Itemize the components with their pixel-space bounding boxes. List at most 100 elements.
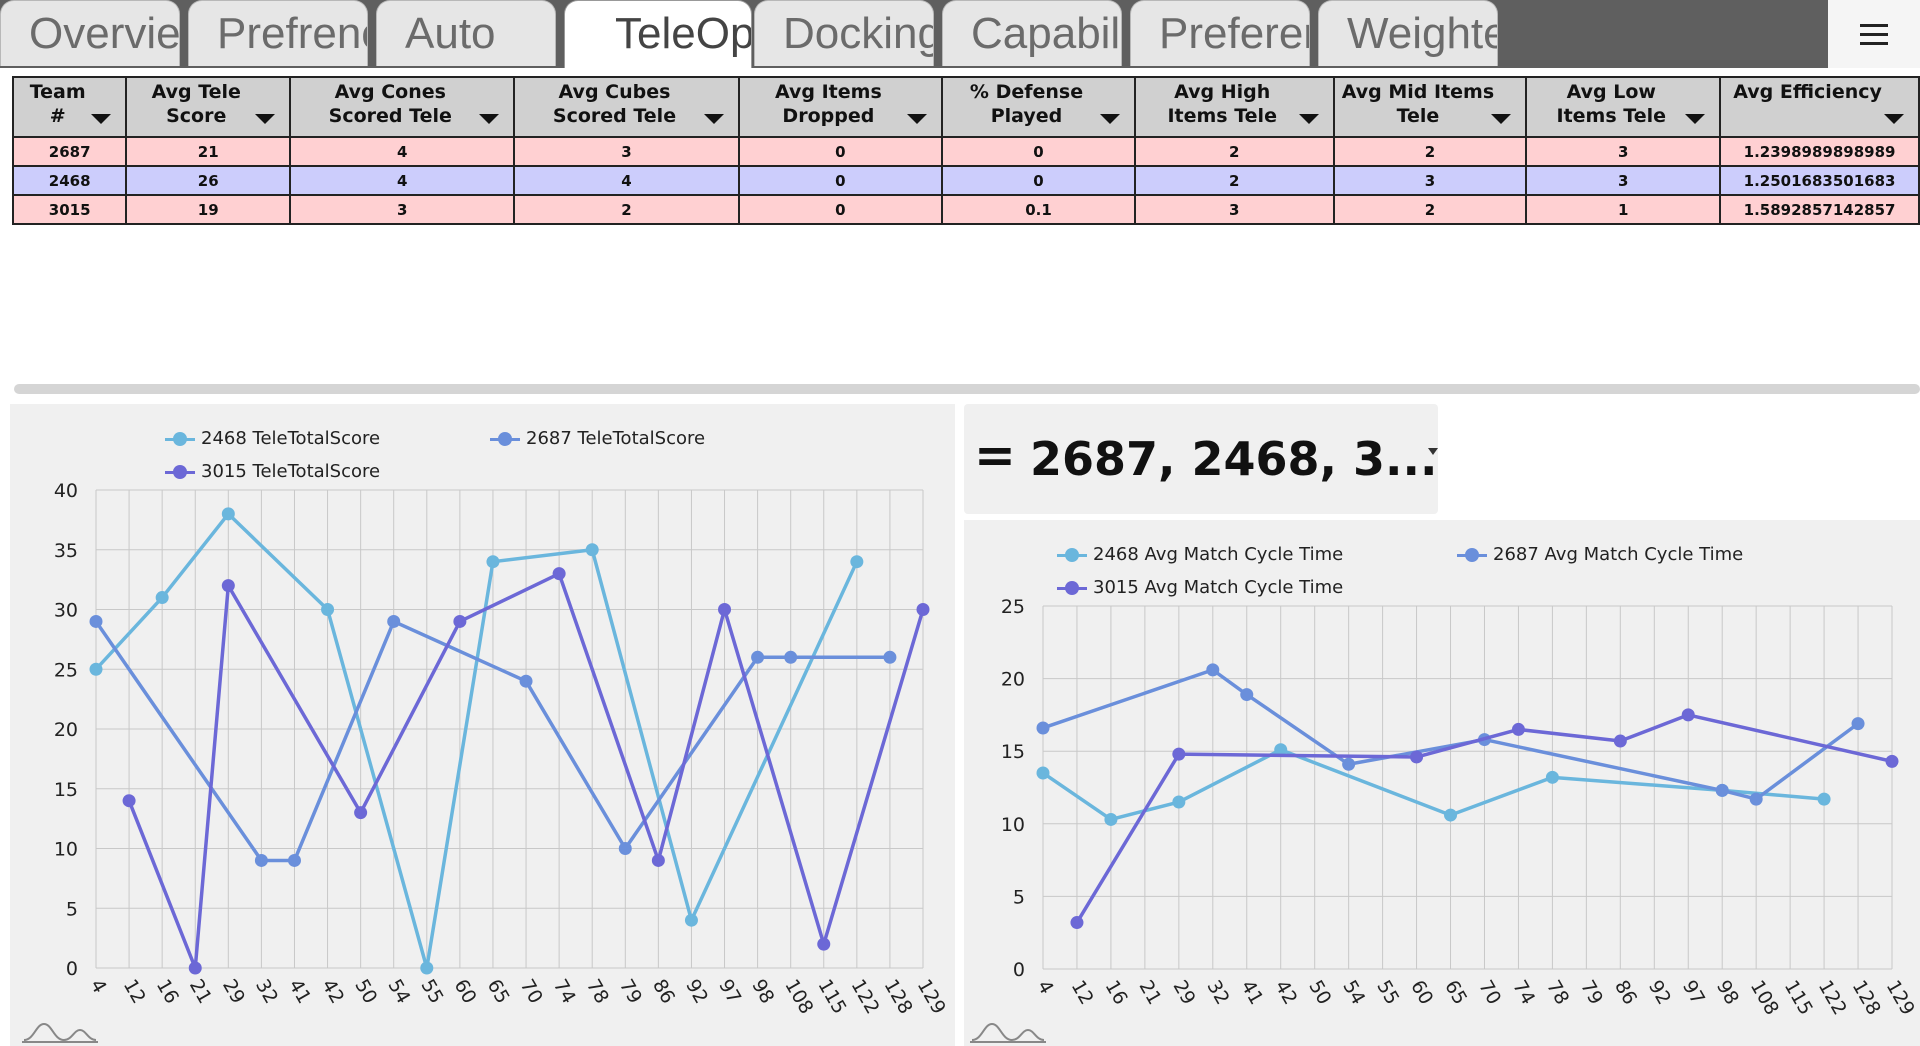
menu-button[interactable]: [1828, 0, 1920, 68]
legend-item[interactable]: 2468 Avg Match Cycle Time: [1057, 544, 1343, 565]
data-point: [552, 567, 566, 581]
table-cell: 0: [941, 165, 1136, 196]
x-tick-label: 128: [880, 976, 917, 1018]
x-tick-label: 21: [1135, 977, 1166, 1009]
legend-item[interactable]: 2687 Avg Match Cycle Time: [1457, 544, 1743, 565]
legend-item[interactable]: 3015 TeleTotalScore: [165, 461, 380, 482]
x-tick-label: 129: [1882, 977, 1919, 1019]
x-tick-label: 60: [450, 976, 481, 1008]
column-header-label: Team #: [29, 81, 86, 127]
column-header[interactable]: Avg Efficiency: [1719, 76, 1920, 138]
data-point: [122, 794, 136, 808]
data-point: [1172, 747, 1186, 761]
y-tick-label: 35: [54, 540, 78, 562]
x-tick-label: 78: [582, 976, 613, 1008]
column-header[interactable]: Avg Items Dropped: [737, 76, 944, 138]
tab-preferences[interactable]: Preferences: [1130, 0, 1310, 66]
x-tick-label: 86: [648, 976, 679, 1008]
data-point: [883, 650, 897, 664]
table-cell: 2: [1332, 194, 1528, 225]
column-header-label: Avg High Items Tele: [1167, 81, 1277, 127]
column-header-label: Avg Low Items Tele: [1556, 81, 1666, 127]
y-tick-label: 25: [1001, 596, 1025, 618]
data-point: [354, 806, 368, 820]
column-header[interactable]: Avg Low Items Tele: [1525, 76, 1722, 138]
column-header[interactable]: Avg Cubes Scored Tele: [513, 76, 740, 138]
wave-icon[interactable]: [20, 1018, 100, 1044]
x-tick-label: 108: [780, 976, 817, 1018]
sort-caret-icon[interactable]: [479, 114, 500, 124]
data-point: [1715, 783, 1729, 797]
x-tick-label: 4: [1033, 977, 1058, 998]
x-tick-label: 98: [747, 976, 778, 1008]
table-cell: 2: [1133, 165, 1335, 196]
column-header[interactable]: Avg Mid Items Tele: [1332, 76, 1528, 138]
data-point: [1172, 795, 1186, 809]
x-tick-label: 122: [847, 976, 884, 1018]
tab-docking[interactable]: Docking: [754, 0, 934, 66]
y-tick-label: 15: [54, 779, 78, 801]
column-header[interactable]: % Defense Played: [941, 76, 1136, 138]
x-tick-label: 79: [615, 976, 646, 1008]
y-tick-label: 20: [1001, 669, 1025, 691]
hamburger-icon: [1860, 23, 1888, 27]
data-point: [1240, 688, 1254, 702]
data-point: [420, 961, 434, 975]
y-tick-label: 15: [1001, 741, 1025, 763]
legend-label: 2687 TeleTotalScore: [526, 428, 706, 449]
tab-overview[interactable]: Overview: [0, 0, 180, 66]
table-cell: 21: [125, 136, 292, 167]
table-cell: 3: [1133, 194, 1335, 225]
legend-item[interactable]: 3015 Avg Match Cycle Time: [1057, 577, 1343, 598]
x-tick-label: 50: [1304, 977, 1335, 1009]
chevron-down-icon[interactable]: [1428, 448, 1438, 455]
legend-swatch: [165, 432, 195, 446]
legend-item[interactable]: 2468 TeleTotalScore: [165, 428, 380, 449]
data-point: [1817, 792, 1831, 806]
x-tick-label: 97: [1678, 977, 1709, 1009]
sort-caret-icon[interactable]: [1298, 114, 1319, 124]
column-header[interactable]: Avg Tele Score: [125, 76, 292, 138]
data-point: [916, 603, 930, 616]
data-point: [254, 853, 268, 867]
sort-caret-icon[interactable]: [1685, 114, 1706, 124]
legend-swatch: [165, 465, 195, 479]
table-cell: 0.1: [941, 194, 1136, 225]
table-row[interactable]: 3015 19 3 2 0 0.1 3 2 1 1.5892857142857: [12, 194, 1920, 225]
table-cell: 4: [289, 136, 516, 167]
tab-teleop[interactable]: TeleOp: [564, 0, 752, 68]
sort-caret-icon[interactable]: [1099, 114, 1120, 124]
table-row[interactable]: 2687 21 4 3 0 0 2 2 3 1.2398989898989: [12, 136, 1920, 167]
sort-caret-icon[interactable]: [1884, 114, 1904, 124]
x-tick-label: 32: [251, 976, 282, 1008]
x-tick-label: 97: [714, 976, 745, 1008]
column-header[interactable]: Team #: [12, 76, 128, 138]
y-tick-label: 40: [54, 480, 78, 502]
tab-capabilities[interactable]: Capabilities: [942, 0, 1122, 66]
horizontal-scrollbar[interactable]: [14, 384, 1920, 394]
series-line: [1042, 747, 1825, 822]
legend-item[interactable]: 2687 TeleTotalScore: [490, 428, 705, 449]
column-header[interactable]: Avg High Items Tele: [1133, 76, 1335, 138]
team-filter-select[interactable]: = 2687, 2468, 3...: [964, 404, 1438, 514]
tab-auto[interactable]: Auto: [376, 0, 556, 66]
x-tick-label: 79: [1576, 977, 1607, 1009]
tab-weighted[interactable]: Weighted: [1318, 0, 1498, 66]
sort-caret-icon[interactable]: [907, 114, 928, 124]
sort-caret-icon[interactable]: [255, 114, 276, 124]
sort-caret-icon[interactable]: [91, 114, 112, 124]
column-header[interactable]: Avg Cones Scored Tele: [289, 76, 516, 138]
x-tick-label: 16: [152, 976, 183, 1008]
wave-icon[interactable]: [968, 1018, 1048, 1044]
x-tick-label: 29: [218, 976, 249, 1008]
tab-prefrences[interactable]: Prefrences: [188, 0, 368, 66]
data-point: [188, 961, 202, 975]
sort-caret-icon[interactable]: [1491, 114, 1512, 124]
data-point: [651, 853, 665, 867]
column-header-label: Avg Efficiency: [1733, 81, 1882, 103]
tele-total-score-chart: 2468 TeleTotalScore 2687 TeleTotalScore …: [10, 404, 955, 1046]
x-tick-label: 54: [383, 976, 414, 1008]
table-row[interactable]: 2468 26 4 4 0 0 2 3 3 1.2501683501683: [12, 165, 1920, 196]
x-tick-label: 41: [1236, 977, 1267, 1009]
sort-caret-icon[interactable]: [703, 114, 724, 124]
